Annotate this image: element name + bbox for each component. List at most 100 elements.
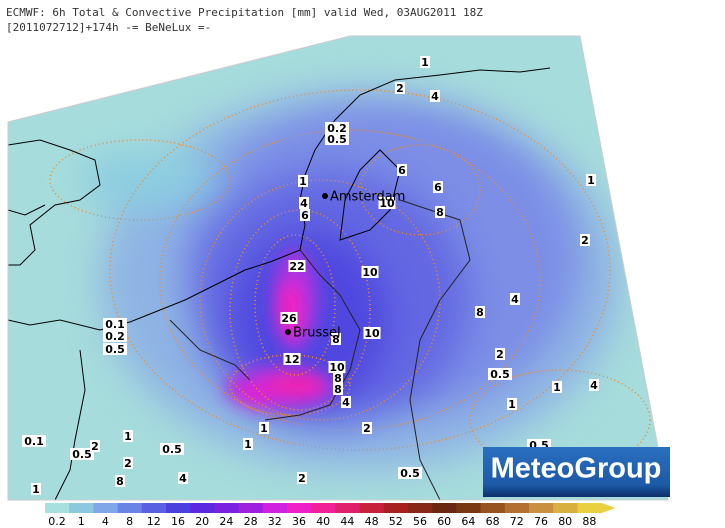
contour-label: 1 xyxy=(299,175,307,188)
label-box xyxy=(280,312,298,324)
contour-label: 1 xyxy=(553,381,561,394)
label-box xyxy=(397,164,407,176)
contour-label: 4 xyxy=(179,472,187,485)
city-dot xyxy=(285,329,291,335)
label-box xyxy=(378,197,396,209)
label-box xyxy=(259,422,269,434)
contour-label: 6 xyxy=(434,181,442,194)
contour-label: 0.5 xyxy=(400,467,420,480)
cities: Amsterdam Brussel xyxy=(285,190,405,341)
colorbar-swatch xyxy=(359,503,385,513)
colorbar: 0.2 1 4 8 12 16 20 24 28 32 36 40 44 48 52 56 60 64 68 72 76… xyxy=(45,503,616,528)
label-box xyxy=(283,353,301,365)
contour-label: 0.5 xyxy=(327,133,347,146)
colorbar-swatch xyxy=(335,503,361,513)
colorbar-tick-label: 44 xyxy=(340,515,354,528)
contour-label: 8 xyxy=(436,206,444,219)
label-box xyxy=(507,398,517,410)
label-box xyxy=(123,430,133,442)
label-box xyxy=(325,122,349,134)
colorbar-tick-label: 8 xyxy=(126,515,133,528)
label-box xyxy=(475,306,485,318)
label-box xyxy=(70,448,94,460)
city-name: Brussel xyxy=(293,326,341,341)
label-box xyxy=(103,330,127,342)
city-name: Amsterdam xyxy=(330,190,405,205)
contour-label: 0.1 xyxy=(24,435,44,448)
colorbar-tick-label: 80 xyxy=(558,515,572,528)
colorbar-swatch xyxy=(190,503,215,513)
contour-label: 1 xyxy=(508,398,516,411)
contour-label: 4 xyxy=(511,293,519,306)
colorbar-tick-label: 28 xyxy=(244,515,258,528)
label-box xyxy=(298,175,308,187)
colorbar-tick-label: 36 xyxy=(292,515,306,528)
header-title: ECMWF: 6h Total & Convective Precipitati… xyxy=(6,6,483,19)
label-box xyxy=(395,82,405,94)
colorbar-swatch xyxy=(287,503,312,513)
contour-label: 10 xyxy=(362,266,378,279)
colorbar-swatch xyxy=(577,503,603,513)
contour-label: 6 xyxy=(398,164,406,177)
label-box xyxy=(115,475,125,487)
label-box xyxy=(22,435,46,447)
contour-label: 8 xyxy=(334,383,342,396)
contour-label: 10 xyxy=(329,361,345,374)
contour-label: 2 xyxy=(298,472,306,485)
contour-label: 0.5 xyxy=(105,343,125,356)
contour-label: 10 xyxy=(364,327,380,340)
contour-label: 0.5 xyxy=(490,368,510,381)
label-box xyxy=(325,133,349,145)
colorbar-swatch xyxy=(383,503,409,513)
colorbar-swatch xyxy=(238,503,264,513)
colorbar-swatch xyxy=(311,503,336,513)
header-subtitle: [2011072712]+174h -= BeNeLux =- xyxy=(6,21,211,34)
label-box xyxy=(361,266,379,278)
colorbar-tick-label: 4 xyxy=(102,515,109,528)
contour-label: 8 xyxy=(332,333,340,346)
colorbar-swatch xyxy=(529,503,554,513)
contour-label: 1 xyxy=(587,174,595,187)
contour-label: 4 xyxy=(300,197,308,210)
contours xyxy=(49,89,651,471)
contour-label: 0.2 xyxy=(105,330,125,343)
label-box xyxy=(243,438,253,450)
colorbar-tick-label: 60 xyxy=(437,515,451,528)
colorbar-swatch xyxy=(45,503,70,513)
colorbar-tick-label: 52 xyxy=(389,515,403,528)
label-box xyxy=(341,396,351,408)
label-box xyxy=(430,90,440,102)
label-box xyxy=(160,443,184,455)
label-box xyxy=(586,174,596,186)
contour-label: 2 xyxy=(363,422,371,435)
logo: MeteoGroup xyxy=(483,447,670,497)
label-box xyxy=(299,197,309,209)
colorbar-swatch xyxy=(480,503,506,513)
contour-label: 2 xyxy=(581,234,589,247)
colorbar-tick-label: 76 xyxy=(534,515,548,528)
colorbar-tick-label: 24 xyxy=(219,515,233,528)
contour-label: 1 xyxy=(421,56,429,69)
contour-label: 2 xyxy=(496,348,504,361)
label-box xyxy=(90,440,100,452)
colorbar-tick-label: 64 xyxy=(461,515,475,528)
colorbar-tick-label: 72 xyxy=(510,515,524,528)
colorbar-swatch xyxy=(408,503,433,513)
logo-text: MeteoGroup xyxy=(491,453,662,485)
contour-label: 0.5 xyxy=(72,448,92,461)
colorbar-swatch xyxy=(504,503,530,513)
colorbar-swatch xyxy=(117,503,143,513)
colorbar-tick-label: 12 xyxy=(147,515,161,528)
contour-label: 6 xyxy=(301,209,309,222)
contour-label: 8 xyxy=(116,475,124,488)
label-box xyxy=(31,483,41,495)
label-box xyxy=(589,379,599,391)
colorbar-swatch xyxy=(553,503,578,513)
contour-label: 0.1 xyxy=(105,318,125,331)
colorbar-swatch xyxy=(166,503,191,513)
label-box xyxy=(433,181,443,193)
label-box xyxy=(328,361,346,373)
colorbar-tick-label: 1 xyxy=(78,515,85,528)
contour-label: 1 xyxy=(124,430,132,443)
